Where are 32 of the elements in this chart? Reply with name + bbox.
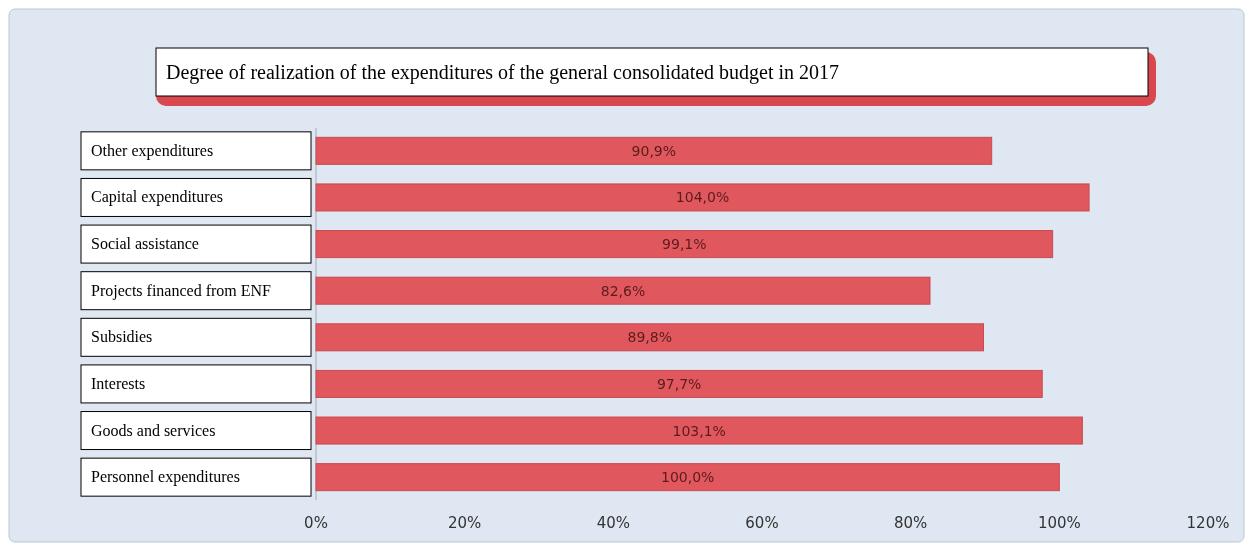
y-tick-label: Social assistance [91,235,199,253]
bar [315,369,1043,398]
data-label: 89,8% [627,329,672,346]
bar [315,416,1083,445]
chart-title: Degree of realization of the expenditures of the general consolidated budget in 2017 [166,61,840,84]
x-tick-label: 40% [596,514,631,532]
data-label: 97,7% [656,375,702,392]
data-label: 103,1% [672,422,726,439]
data-label: 82,6% [600,282,646,299]
x-tick-label: 120% [1186,514,1230,532]
data-label: 104,0% [675,189,730,206]
bar [315,276,931,305]
x-tick-label: 80% [893,514,928,532]
bar [315,183,1090,212]
y-tick-label: Interests [91,374,146,392]
y-tick-label: Subsidies [91,328,153,346]
x-tick-label: 60% [745,514,779,532]
data-label: 90,9% [631,142,677,159]
x-tick-label: 20% [447,514,482,532]
data-label: 100,0% [660,469,715,486]
y-tick-label: Capital expenditures [91,188,223,207]
y-tick-label: Projects financed from ENF [91,281,272,300]
y-tick-label: Personnel expenditures [91,468,240,487]
bar [315,230,1054,259]
bar [315,136,993,165]
bar [315,463,1060,492]
bar [315,323,985,352]
data-label: 99,1% [662,236,707,253]
x-tick-label: 0% [304,514,328,532]
y-tick-label: Other expenditures [91,141,214,160]
y-tick-label: Goods and services [91,421,216,439]
x-tick-label: 100% [1037,514,1081,532]
